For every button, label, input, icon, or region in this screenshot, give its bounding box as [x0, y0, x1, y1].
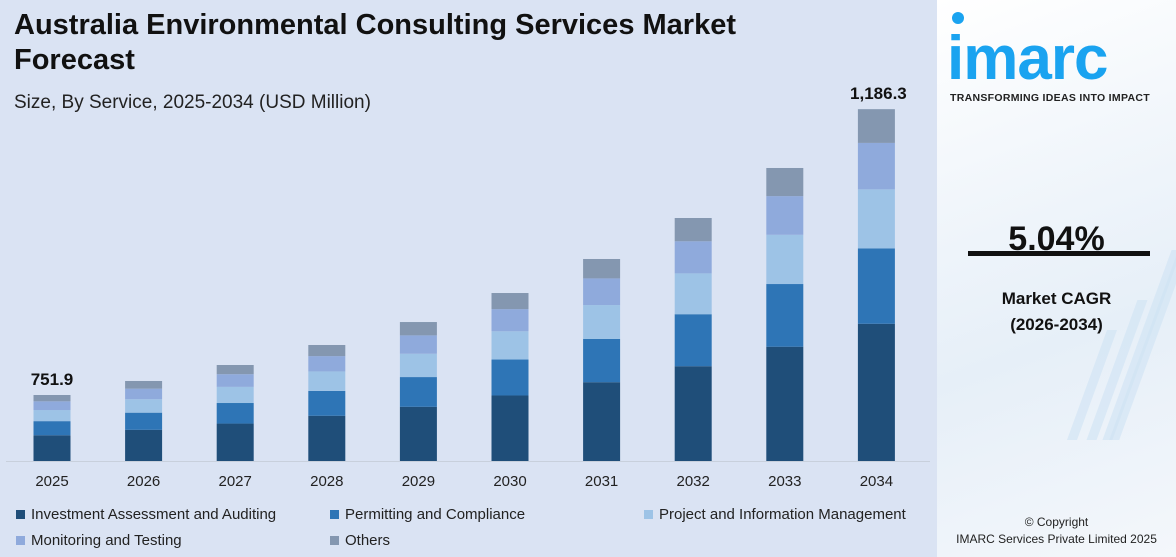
bar-segment-2032-1 — [674, 314, 712, 367]
bar-segment-2027-0 — [216, 423, 254, 461]
bar-segment-2034-2 — [857, 189, 895, 249]
x-tick-label: 2034 — [860, 473, 893, 490]
bar-segment-2033-1 — [766, 284, 804, 347]
bar-segment-2033-4 — [766, 167, 804, 197]
legend-swatch — [330, 510, 339, 519]
background-decoration — [1102, 250, 1176, 440]
bar-segment-2029-0 — [399, 406, 437, 461]
legend-swatch — [644, 510, 653, 519]
x-tick-label: 2033 — [768, 473, 801, 490]
legend-label: Investment Assessment and Auditing — [31, 506, 277, 523]
legend-item-monitoring: Monitoring and Testing — [16, 532, 182, 549]
bar-segment-2027-1 — [216, 403, 254, 424]
bar-segment-2028-4 — [308, 344, 346, 357]
logo-dot — [952, 12, 964, 24]
bar-segment-2033-2 — [766, 234, 804, 285]
imarc-logo: imarc — [947, 24, 1108, 93]
bar-segment-2031-4 — [583, 258, 621, 279]
bar-segment-2029-1 — [399, 377, 437, 407]
bar-segment-2026-3 — [125, 388, 163, 400]
x-tick-label: 2028 — [310, 473, 343, 490]
bar-segment-2025-1 — [33, 421, 71, 436]
bar-segment-2030-4 — [491, 293, 529, 310]
copyright-company: IMARC Services Private Limited 2025 — [956, 532, 1157, 546]
bar-segment-2027-2 — [216, 386, 254, 404]
legend-label: Permitting and Compliance — [345, 506, 526, 523]
bar-segment-2032-3 — [674, 241, 712, 274]
bar-segment-2025-0 — [33, 435, 71, 461]
bar-segment-2025-2 — [33, 410, 71, 422]
bar-segment-2027-4 — [216, 364, 254, 375]
bar-segment-2027-3 — [216, 374, 254, 387]
cagr-label: Market CAGR (2026-2034) — [937, 286, 1176, 338]
legend-label: Project and Information Management — [659, 506, 906, 523]
bar-segment-2028-2 — [308, 371, 346, 391]
bar-segment-2031-3 — [583, 278, 621, 306]
cagr-period: (2026-2034) — [1010, 315, 1103, 334]
legend-item-investment: Investment Assessment and Auditing — [16, 506, 276, 523]
bar-segment-2034-4 — [857, 109, 895, 143]
cagr-divider — [968, 251, 1150, 256]
bar-segment-2034-0 — [857, 323, 895, 461]
x-tick-label: 2032 — [677, 473, 710, 490]
bar-segment-2031-0 — [583, 382, 621, 461]
bar-segment-2029-4 — [399, 322, 437, 336]
logo-tagline: TRANSFORMING IDEAS INTO IMPACT — [950, 92, 1150, 104]
bar-segment-2030-0 — [491, 395, 529, 461]
bar-segment-2032-0 — [674, 366, 712, 461]
cagr-label-text: Market CAGR — [1001, 289, 1112, 308]
data-label-2025: 751.9 — [31, 370, 74, 389]
bar-segment-2031-2 — [583, 305, 621, 339]
legend-item-project: Project and Information Management — [644, 506, 906, 523]
bar-segment-2028-0 — [308, 415, 346, 461]
legend-swatch — [16, 510, 25, 519]
bar-segment-2025-4 — [33, 395, 71, 402]
bar-segment-2034-1 — [857, 248, 895, 324]
bar-segment-2029-2 — [399, 353, 437, 378]
bar-segment-2025-3 — [33, 401, 71, 411]
bar-segment-2028-1 — [308, 390, 346, 416]
chart-panel: Australia Environmental Consulting Servi… — [6, 9, 930, 549]
stacked-bar-chart: 2025 751.9 2026 2027 2028 2029 2030 2031 2032 203… — [6, 84, 930, 490]
bar-segment-2033-0 — [766, 346, 804, 461]
bar-segment-2026-0 — [125, 429, 163, 461]
x-tick-label: 2025 — [35, 473, 68, 490]
chart-subtitle: Size, By Service, 2025-2034 (USD Million… — [14, 92, 371, 113]
bar-segment-2030-3 — [491, 309, 529, 332]
x-tick-label: 2027 — [219, 473, 252, 490]
x-tick-label: 2031 — [585, 473, 618, 490]
bar-segment-2029-3 — [399, 335, 437, 354]
bar-segment-2026-1 — [125, 412, 163, 430]
bar-segment-2030-1 — [491, 359, 529, 396]
copyright-symbol-text: © Copyright — [1024, 515, 1089, 529]
bar-segment-2030-2 — [491, 331, 529, 360]
bar-segment-2032-2 — [674, 273, 712, 315]
legend-item-others: Others — [330, 532, 390, 549]
bar-segment-2031-1 — [583, 338, 621, 383]
data-label-2034: 1,186.3 — [850, 84, 907, 103]
bar-segment-2026-2 — [125, 399, 163, 413]
bar-segment-2034-3 — [857, 142, 895, 190]
legend-label: Others — [345, 532, 391, 549]
copyright: © Copyright IMARC Services Private Limit… — [937, 514, 1176, 548]
bar-segment-2026-4 — [125, 380, 163, 389]
legend-swatch — [16, 536, 25, 545]
bar-segment-2028-3 — [308, 356, 346, 372]
bar-segment-2032-4 — [674, 218, 712, 242]
x-tick-label: 2030 — [493, 473, 526, 490]
legend-swatch — [330, 536, 339, 545]
legend-item-permitting: Permitting and Compliance — [330, 506, 525, 523]
x-tick-label: 2026 — [127, 473, 160, 490]
chart-title: Australia Environmental Consulting Servi… — [14, 9, 736, 76]
bar-segment-2033-3 — [766, 196, 804, 235]
legend-label: Monitoring and Testing — [31, 532, 182, 549]
sidebar-panel: imarc TRANSFORMING IDEAS INTO IMPACT 5.0… — [937, 0, 1176, 557]
x-tick-label: 2029 — [402, 473, 435, 490]
